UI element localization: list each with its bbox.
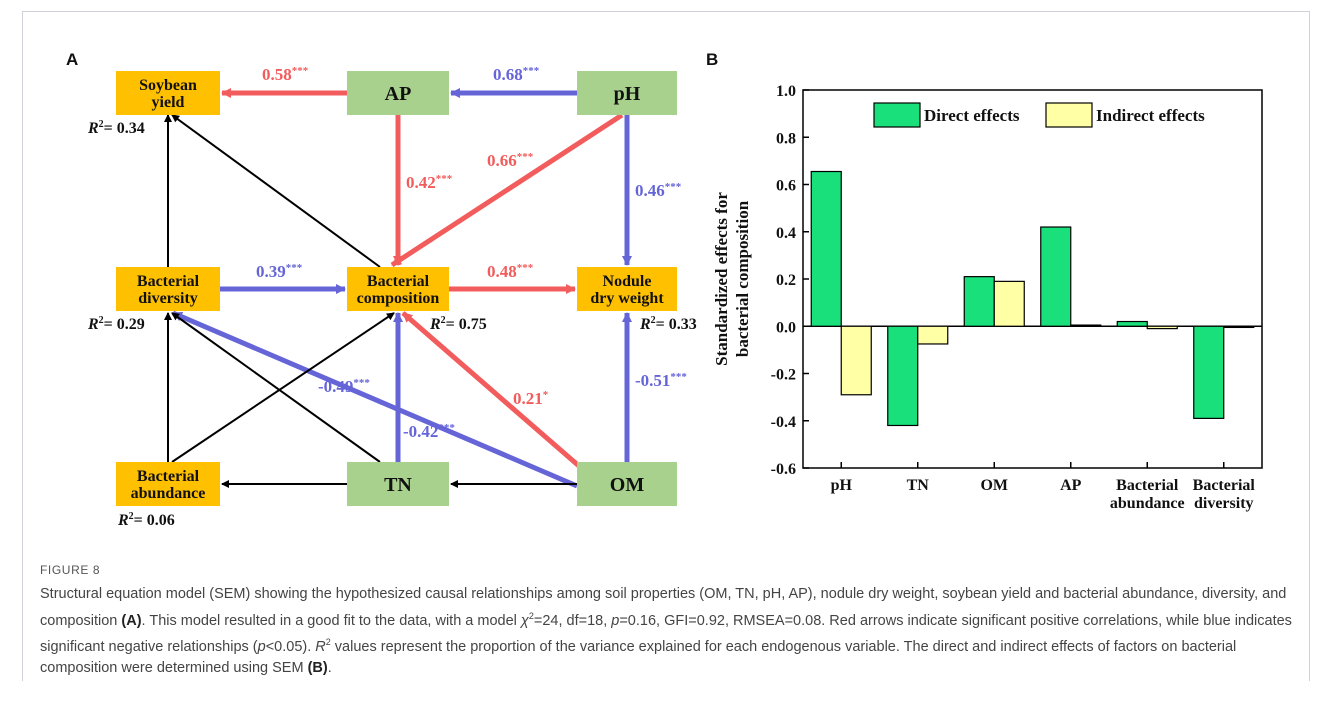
y-tick-label: 0.6: [776, 178, 796, 195]
r-squared-soybean-yield: R2= 0.34: [87, 119, 145, 137]
r-squared-nodule-dry-weight: R2= 0.33: [639, 315, 697, 333]
bar-indirect-5: [1223, 325, 1255, 329]
x-tick-label: Bacterial abundance: [1110, 477, 1185, 512]
y-tick-label: 0.8: [776, 130, 796, 147]
bar-direct-5: [1193, 325, 1225, 419]
node-label: pH: [614, 83, 641, 105]
node-label: TN: [384, 474, 412, 496]
y-tick-label: 0.0: [776, 319, 796, 336]
legend-swatch-direct: [873, 102, 921, 128]
bar-direct-0: [810, 170, 842, 327]
path-coefficient-om-to-bacterial_composition: 0.21*: [513, 389, 549, 408]
x-tick-label: TN: [907, 477, 930, 494]
path-arrow-tn-to-bacterial_diversity: [171, 312, 381, 463]
node-label: composition: [357, 290, 440, 307]
node-ph: pH: [577, 71, 677, 115]
node-label: abundance: [131, 485, 206, 502]
node-label: yield: [152, 94, 185, 111]
r-squared-bacterial-composition: R2= 0.75: [429, 315, 487, 333]
legend-label-direct: Direct effects: [924, 106, 1020, 125]
y-tick-label: -0.4: [771, 414, 796, 431]
node-label: Bacterial: [137, 273, 200, 290]
y-axis-label: Standardized effects for bacterial compos…: [712, 192, 752, 366]
bar-direct-1: [887, 325, 919, 427]
node-label: OM: [610, 474, 645, 496]
node-label: Soybean: [139, 77, 197, 94]
node-label: dry weight: [590, 290, 664, 307]
path-arrow-bacterial_abundance-to-bacterial_composition: [171, 312, 395, 463]
bar-direct-4: [1116, 320, 1148, 327]
bar-direct-2: [963, 276, 995, 327]
r-squared-bacterial-diversity: R2= 0.29: [87, 315, 145, 333]
y-tick-label: -0.2: [771, 367, 796, 384]
figure-frame-right: [1309, 11, 1310, 681]
legend-swatch-indirect: [1045, 102, 1093, 128]
node-tn: TN: [347, 462, 449, 506]
r-squared-bacterial-abundance: R2= 0.06: [117, 511, 175, 529]
bar-indirect-0: [840, 325, 872, 396]
path-arrow-om-to-bacterial_composition: [401, 311, 581, 468]
bar-indirect-2: [993, 280, 1025, 327]
panel-a-label: A: [66, 50, 79, 69]
y-tick-label: -0.6: [771, 461, 796, 478]
bar-indirect-1: [917, 325, 949, 345]
caption-heading: FIGURE 8: [40, 563, 101, 577]
path-arrow-bacterial_composition-to-soybean_yield: [171, 114, 381, 268]
bar-direct-3: [1040, 226, 1072, 327]
x-tick-label: Bacterial diversity: [1193, 477, 1256, 512]
node-label: Bacterial: [367, 273, 430, 290]
x-tick-label: AP: [1060, 477, 1082, 494]
legend-label-indirect: Indirect effects: [1096, 106, 1205, 125]
caption-body: Structural equation model (SEM) showing …: [40, 586, 1292, 677]
sem-edges: [164, 88, 632, 489]
figure-frame-left: [22, 11, 23, 681]
x-tick-label: pH: [831, 477, 853, 494]
chart-legend: Direct effects Indirect effects: [873, 102, 1205, 128]
node-om: OM: [577, 462, 677, 506]
x-tick-label: OM: [980, 477, 1008, 494]
y-tick-label: 0.2: [776, 272, 796, 289]
bar-indirect-3: [1070, 324, 1102, 327]
node-label: AP: [385, 83, 412, 105]
figure-frame-top: [22, 11, 1309, 12]
y-tick-label: 0.4: [776, 225, 796, 242]
path-arrow-ph-to-bacterial_composition: [390, 112, 624, 268]
node-label: Bacterial: [137, 468, 200, 485]
path-arrow-om-to-bacterial_diversity: [172, 310, 578, 489]
y-tick-label: 1.0: [776, 83, 796, 100]
node-label: Nodule: [603, 273, 652, 290]
node-ap: AP: [347, 71, 449, 115]
node-label: diversity: [138, 290, 198, 307]
panel-b-label: B: [706, 50, 719, 69]
bar-indirect-4: [1146, 325, 1178, 330]
